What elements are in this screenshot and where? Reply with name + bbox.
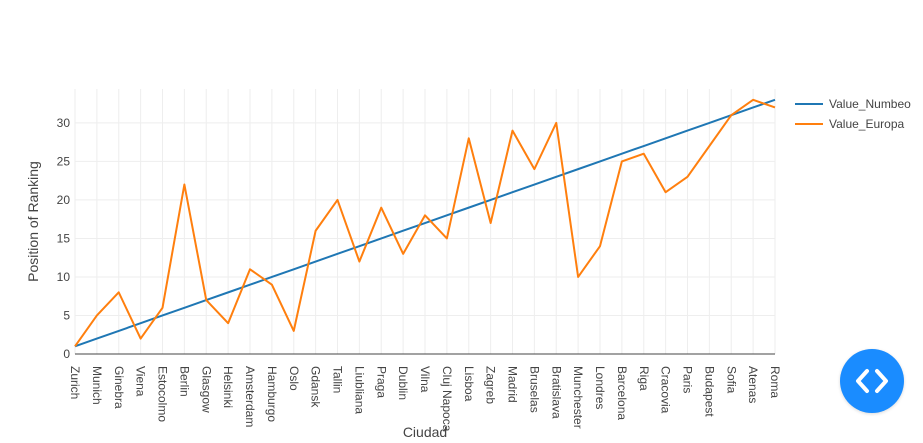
x-tick-label: Atenas xyxy=(746,366,760,403)
x-tick-label: Cluj Napoca xyxy=(440,366,454,432)
x-tick-label: Riga xyxy=(637,366,651,391)
y-tick-label: 30 xyxy=(57,116,71,130)
x-tick-label: Madrid xyxy=(506,366,520,403)
y-tick-label: 0 xyxy=(63,347,70,361)
x-tick-label: Estocolmo xyxy=(156,366,170,422)
x-tick-label: Tallin xyxy=(331,366,345,393)
y-axis-title: Position of Ranking xyxy=(25,161,41,282)
x-tick-label: Dublin xyxy=(396,366,410,400)
x-tick-label: Bruselas xyxy=(527,366,541,413)
x-tick-label: Cracovia xyxy=(659,366,673,414)
x-tick-label: Liubliana xyxy=(352,366,366,414)
x-tick-label: Londres xyxy=(593,366,607,409)
legend-label: Value_Europa xyxy=(829,117,904,131)
x-tick-label: Munich xyxy=(90,366,104,405)
x-tick-label: Zurich xyxy=(68,366,82,399)
y-tick-label: 5 xyxy=(63,308,70,322)
x-tick-label: Amsterdam xyxy=(243,366,257,427)
y-tick-label: 10 xyxy=(57,270,71,284)
x-tick-label: Lisboa xyxy=(462,366,476,402)
x-tick-label: Paris xyxy=(681,366,695,393)
legend-label: Value_Numbeo xyxy=(829,97,911,111)
axes: 0 5 10 15 20 25 30 Zurich Munich Ginebra Viena Esto… xyxy=(57,116,782,432)
x-tick-label: Gdansk xyxy=(309,366,323,408)
grid xyxy=(74,89,776,354)
x-axis-title: Ciudad xyxy=(403,424,447,440)
x-tick-label: Roma xyxy=(768,366,782,398)
x-tick-label: Sofia xyxy=(724,366,738,394)
x-tick-label: Budapest xyxy=(702,366,716,417)
x-tick-label: Helsinki xyxy=(221,366,235,408)
x-tick-label: Berlin xyxy=(177,366,191,397)
series-line-Value_Europa xyxy=(74,98,776,347)
x-tick-label: Barcelona xyxy=(615,366,629,420)
y-tick-label: 25 xyxy=(57,154,71,168)
x-tick-label: Zagreb xyxy=(484,366,498,404)
x-tick-label: Munchester xyxy=(571,366,585,429)
x-tick-label: Hamburgo xyxy=(265,366,279,422)
x-tick-label: Ginebra xyxy=(112,366,126,409)
x-tick-label: Glasgow xyxy=(199,366,213,413)
x-tick-label: Oslo xyxy=(287,366,301,391)
x-tick-label: Viena xyxy=(134,366,148,397)
legend[interactable]: Value_Numbeo Value_Europa xyxy=(795,97,911,131)
series-lines xyxy=(74,98,776,348)
series-line-Value_Numbeo xyxy=(74,98,776,348)
code-toggle-button[interactable] xyxy=(840,349,904,413)
y-tick-label: 20 xyxy=(57,193,71,207)
x-tick-label: Vilna xyxy=(418,366,432,393)
code-icon xyxy=(856,369,888,393)
y-tick-label: 15 xyxy=(57,231,71,245)
x-tick-label: Praga xyxy=(374,366,388,398)
x-tick-label: Bratislava xyxy=(549,366,563,419)
